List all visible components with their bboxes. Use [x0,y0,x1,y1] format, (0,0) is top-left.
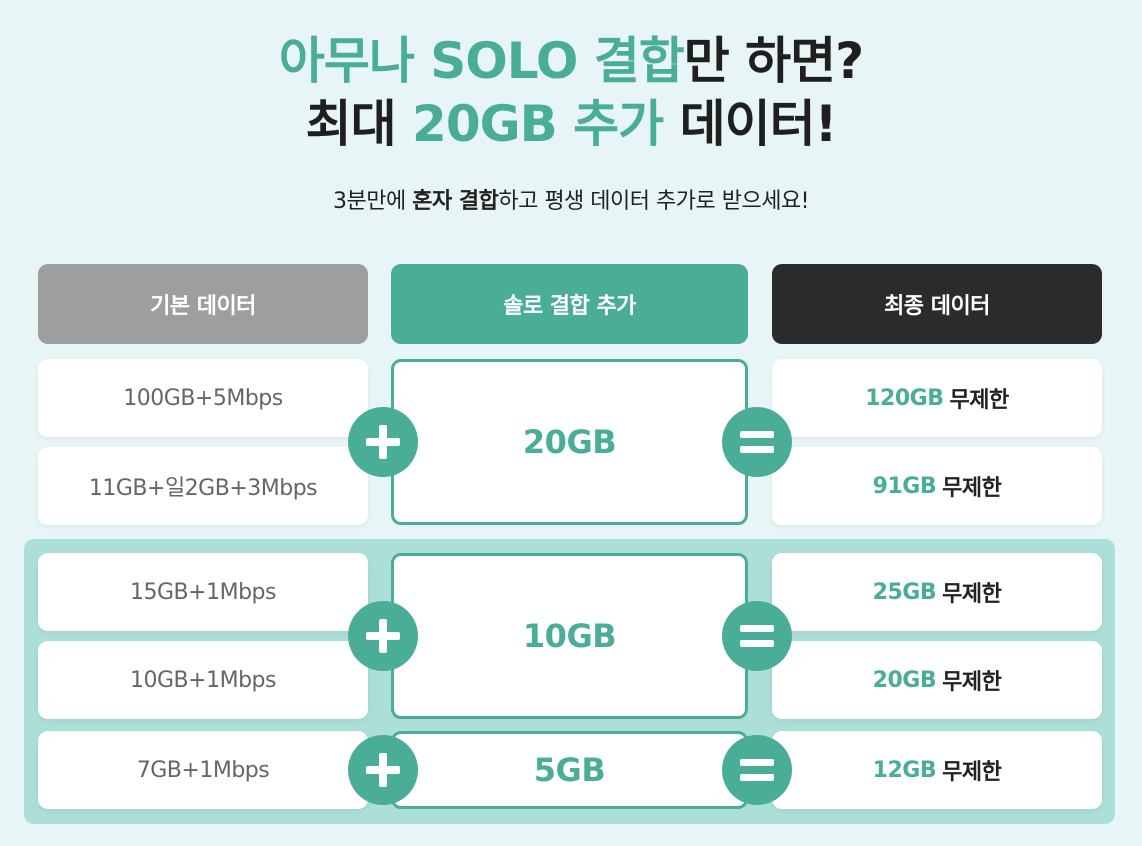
subtitle: 3분만에 혼자 결합하고 평생 데이터 추가로 받으세요! [0,183,1142,215]
headline-text: 만 하면? [683,32,864,90]
final-gb: 120GB [865,385,944,411]
headline-accent: 아무나 SOLO 결합 [278,32,685,90]
final-plan-card: 25GB 무제한 [772,553,1102,631]
equals-icon [722,601,792,671]
final-gb: 25GB [872,579,937,605]
solo-addition-box: 5GB [391,731,748,809]
headline-text: 최대 [305,95,413,153]
plus-icon [348,407,418,477]
final-gb: 20GB [872,667,937,693]
headline-line-1: 아무나 SOLO 결합만 하면? [0,36,1142,86]
solo-addition-box: 10GB [391,553,748,719]
final-unlimited: 무제한 [942,476,1002,501]
base-plan-card: 100GB+5Mbps [38,359,368,437]
header-base-data: 기본 데이터 [38,264,368,344]
final-plan-card: 91GB 무제한 [772,447,1102,525]
base-plan-card: 15GB+1Mbps [38,553,368,631]
base-plan-card: 10GB+1Mbps [38,641,368,719]
subtitle-suffix: 하고 평생 데이터 추가로 받으세요! [498,189,809,214]
final-plan-card: 120GB 무제한 [772,359,1102,437]
final-plan-card: 20GB 무제한 [772,641,1102,719]
final-gb: 91GB [872,473,937,499]
subtitle-bold: 혼자 결합 [412,189,499,214]
base-plan-card: 7GB+1Mbps [38,731,368,809]
header-solo-addition: 솔로 결합 추가 [391,264,748,344]
final-plan-card: 12GB 무제한 [772,731,1102,809]
equals-icon [722,407,792,477]
final-unlimited: 무제한 [942,582,1002,607]
header-final-data: 최종 데이터 [772,264,1102,344]
final-unlimited: 무제한 [942,760,1002,785]
subtitle-prefix: 3분만에 [333,189,413,214]
headline-accent: 20GB 추가 [412,95,664,153]
headline-text: 데이터! [663,95,838,153]
final-unlimited: 무제한 [942,670,1002,695]
equals-icon [722,735,792,805]
plus-icon [348,601,418,671]
final-gb: 12GB [872,757,937,783]
final-unlimited: 무제한 [949,388,1010,413]
solo-addition-box: 20GB [391,359,748,525]
headline-line-2: 최대 20GB 추가 데이터! [0,99,1142,149]
base-plan-card: 11GB+일2GB+3Mbps [38,447,368,525]
plus-icon [348,735,418,805]
